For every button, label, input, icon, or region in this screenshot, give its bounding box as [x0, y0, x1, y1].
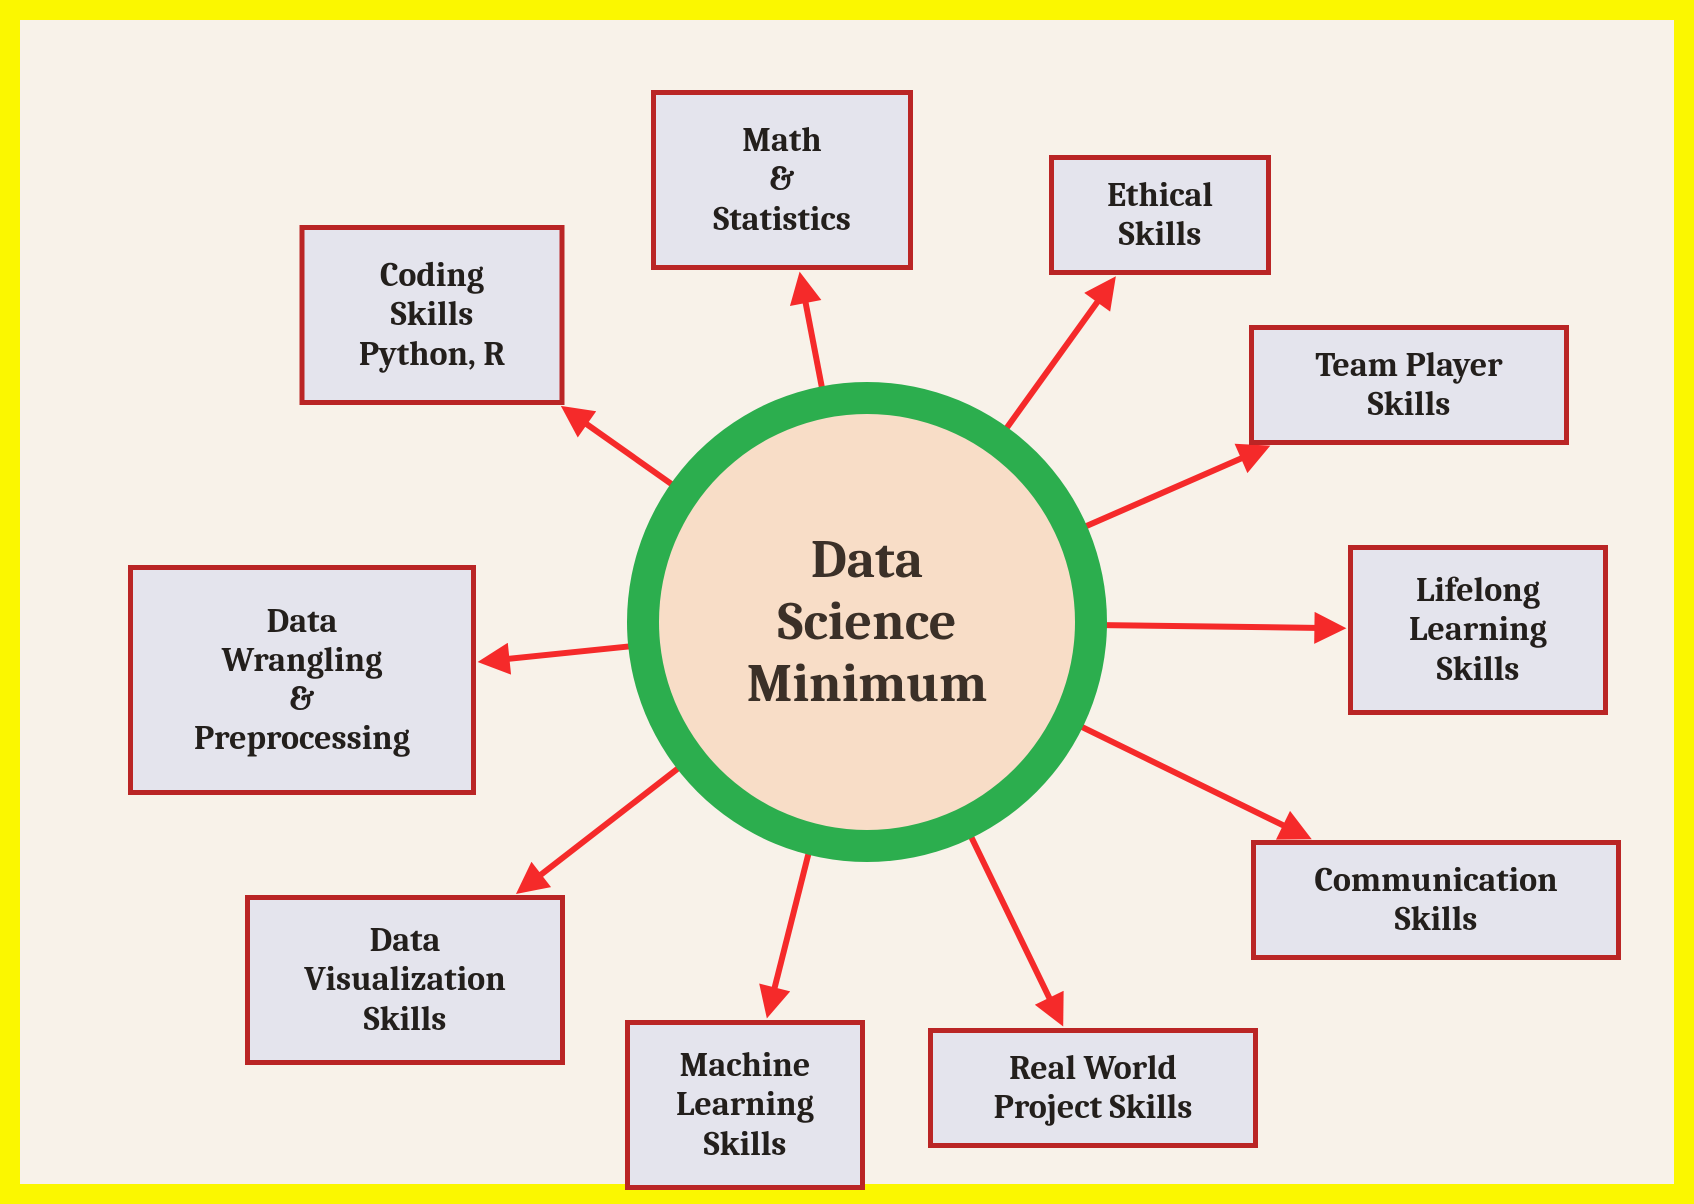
center-label: Data Science Minimum [747, 529, 988, 715]
node-label: Ethical Skills [1107, 176, 1213, 254]
node-ethical: Ethical Skills [1049, 155, 1271, 275]
node-data-viz: Data Visualization Skills [245, 895, 565, 1065]
arrow-ethical [1006, 281, 1112, 428]
diagram-canvas: Data Science Minimum Math & Statistics Eth… [0, 0, 1694, 1204]
node-coding: Coding Skills Python, R [300, 225, 565, 405]
arrow-ml-skills [768, 853, 808, 1012]
node-label: Machine Learning Skills [676, 1046, 814, 1163]
arrow-math-stats [801, 278, 822, 388]
node-real-world: Real World Project Skills [928, 1028, 1258, 1148]
node-label: Lifelong Learning Skills [1409, 571, 1547, 688]
arrow-coding [566, 410, 672, 485]
arrow-real-world [971, 836, 1061, 1021]
node-label: Team Player Skills [1315, 346, 1502, 424]
arrow-team-player [1085, 448, 1264, 526]
node-label: Communication Skills [1314, 861, 1557, 939]
arrow-communication [1081, 726, 1306, 836]
node-communication: Communication Skills [1251, 840, 1621, 960]
node-wrangling: Data Wrangling & Preprocessing [128, 565, 476, 795]
node-label: Coding Skills Python, R [359, 256, 505, 373]
node-ml-skills: Machine Learning Skills [625, 1020, 865, 1190]
node-label: Real World Project Skills [994, 1049, 1193, 1127]
node-lifelong: Lifelong Learning Skills [1348, 545, 1608, 715]
node-team-player: Team Player Skills [1249, 325, 1569, 445]
node-math-stats: Math & Statistics [651, 90, 913, 270]
node-label: Math & Statistics [713, 121, 851, 238]
center-node: Data Science Minimum [659, 414, 1075, 830]
arrow-wrangling [484, 646, 630, 661]
node-label: Data Visualization Skills [304, 921, 505, 1038]
arrow-lifelong [1105, 625, 1340, 628]
node-label: Data Wrangling & Preprocessing [194, 602, 410, 758]
arrow-data-viz [521, 768, 679, 890]
